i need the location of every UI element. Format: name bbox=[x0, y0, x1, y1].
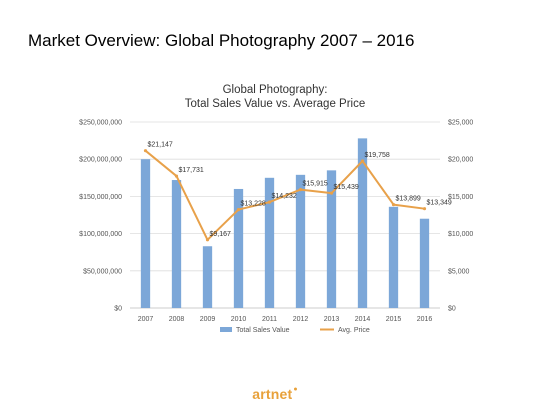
bar bbox=[419, 218, 430, 308]
data-label: $19,758 bbox=[365, 152, 390, 159]
legend-label: Avg. Price bbox=[338, 327, 370, 334]
line-point bbox=[360, 159, 365, 163]
y-left-tick-label: $0 bbox=[114, 306, 122, 313]
line-point bbox=[205, 238, 210, 242]
y-left-tick-label: $100,000,000 bbox=[79, 231, 122, 238]
x-tick-label: 2007 bbox=[138, 316, 154, 323]
chart-title: Global Photography: bbox=[223, 84, 328, 96]
page-title: Market Overview: Global Photography 2007… bbox=[28, 31, 415, 50]
x-tick-label: 2011 bbox=[262, 316, 277, 323]
data-label: $13,899 bbox=[396, 196, 421, 203]
line-point bbox=[143, 149, 148, 153]
data-label: $9,167 bbox=[210, 231, 232, 238]
data-label: $14,232 bbox=[272, 193, 297, 200]
x-tick-label: 2010 bbox=[231, 316, 247, 323]
legend-label: Total Sales Value bbox=[236, 327, 290, 334]
bar bbox=[233, 188, 244, 308]
y-right-tick-label: $0 bbox=[448, 306, 456, 313]
bar bbox=[326, 170, 337, 308]
line-point bbox=[298, 187, 303, 192]
line-point bbox=[267, 200, 272, 204]
avg-price-line bbox=[144, 149, 425, 241]
data-label: $21,147 bbox=[148, 142, 173, 149]
y-right-tick-label: $25,000 bbox=[448, 120, 473, 127]
x-tick-label: 2015 bbox=[386, 316, 402, 323]
line-point bbox=[422, 207, 427, 211]
bar bbox=[140, 159, 151, 308]
bar bbox=[264, 177, 275, 308]
bar bbox=[357, 138, 368, 308]
line-point bbox=[391, 202, 396, 207]
data-label: $13,349 bbox=[427, 200, 452, 207]
bar bbox=[388, 206, 399, 308]
y-right-tick-label: $5,000 bbox=[448, 268, 470, 275]
bar bbox=[295, 174, 306, 308]
y-left-tick-label: $200,000,000 bbox=[79, 157, 122, 164]
line-point bbox=[329, 191, 334, 195]
logo-text: artnet bbox=[252, 386, 293, 402]
data-label: $13,228 bbox=[241, 201, 266, 208]
data-label: $15,915 bbox=[303, 181, 328, 188]
y-right-tick-label: $10,000 bbox=[448, 231, 473, 238]
legend-swatch-bar bbox=[220, 327, 232, 332]
x-tick-label: 2009 bbox=[200, 316, 216, 323]
x-tick-label: 2012 bbox=[293, 316, 309, 323]
x-tick-label: 2008 bbox=[169, 316, 185, 323]
data-label: $15,439 bbox=[334, 184, 359, 191]
data-label: $17,731 bbox=[179, 167, 204, 174]
line-point bbox=[174, 174, 179, 178]
y-left-tick-label: $250,000,000 bbox=[79, 120, 122, 127]
x-tick-label: 2014 bbox=[355, 316, 371, 323]
x-tick-label: 2016 bbox=[417, 316, 433, 323]
y-left-tick-label: $50,000,000 bbox=[83, 268, 122, 275]
y-right-tick-label: $20,000 bbox=[448, 157, 473, 164]
y-right-tick-label: $15,000 bbox=[448, 194, 473, 201]
line-point bbox=[236, 207, 241, 212]
bar bbox=[171, 180, 182, 308]
x-tick-label: 2013 bbox=[324, 316, 340, 323]
chart-subtitle: Total Sales Value vs. Average Price bbox=[185, 98, 365, 110]
y-left-tick-label: $150,000,000 bbox=[79, 194, 122, 201]
bar bbox=[202, 246, 213, 308]
artnet-logo: artnet● bbox=[252, 386, 298, 402]
